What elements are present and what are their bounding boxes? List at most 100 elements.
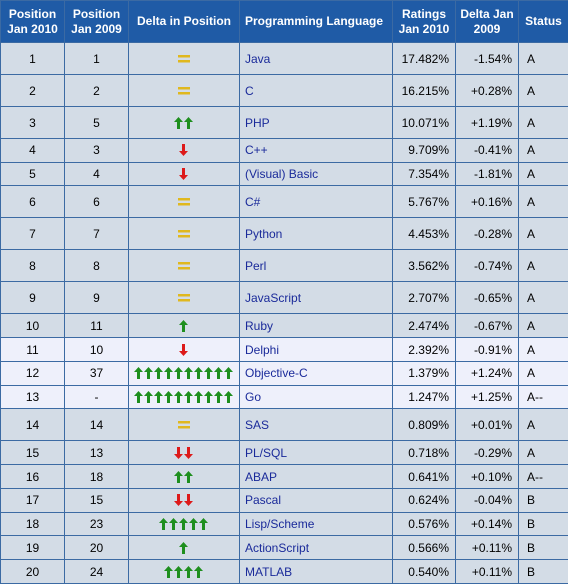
delta-position-cell	[129, 250, 239, 282]
table-row: 18 23 Lisp/Scheme 0.576% +0.14% B	[1, 512, 568, 536]
delta-cell: +0.11%	[456, 536, 518, 560]
position-2009-cell: 24	[65, 560, 128, 583]
status-cell: A	[519, 43, 568, 74]
language-cell: PL/SQL	[240, 441, 392, 465]
language-cell: Objective-C	[240, 361, 392, 385]
language-cell: JavaScript	[240, 282, 392, 314]
status-cell: A	[519, 186, 568, 218]
status-cell: A	[519, 250, 568, 282]
header-row: Position Jan 2010 Position Jan 2009 Delt…	[1, 1, 568, 42]
delta-cell: -0.91%	[456, 338, 518, 361]
position-2010-cell: 19	[1, 536, 64, 560]
header-position-2010: Position Jan 2010	[1, 1, 64, 42]
language-cell: Delphi	[240, 338, 392, 361]
status-cell: A	[519, 282, 568, 314]
rating-cell: 4.453%	[393, 218, 455, 250]
language-link[interactable]: C	[245, 83, 254, 98]
position-2009-cell: 13	[65, 441, 128, 465]
rating-cell: 2.392%	[393, 338, 455, 361]
delta-position-cell	[129, 314, 239, 338]
language-link[interactable]: MATLAB	[245, 564, 293, 579]
language-link[interactable]: (Visual) Basic	[245, 167, 319, 182]
language-link[interactable]: Ruby	[245, 318, 274, 333]
header-position-2009: Position Jan 2009	[65, 1, 128, 42]
position-2010-cell: 2	[1, 75, 64, 106]
table-row: 6 6 C# 5.767% +0.16% A	[1, 186, 568, 218]
no-change-icon	[178, 420, 190, 429]
position-2009-cell: 7	[65, 218, 128, 250]
position-2009-cell: 2	[65, 75, 128, 106]
position-2010-cell: 9	[1, 282, 64, 314]
position-2010-cell: 18	[1, 512, 64, 536]
language-link[interactable]: C++	[245, 143, 268, 158]
position-2009-cell: 4	[65, 162, 128, 186]
position-2009-cell: 8	[65, 250, 128, 282]
delta-position-cell	[129, 512, 239, 536]
language-link[interactable]: ABAP	[245, 469, 278, 484]
position-2010-cell: 15	[1, 441, 64, 465]
status-cell: B	[519, 512, 568, 536]
table-row: 15 13 PL/SQL 0.718% -0.29% A	[1, 441, 568, 465]
rating-cell: 7.354%	[393, 162, 455, 186]
table-row: 9 9 JavaScript 2.707% -0.65% A	[1, 282, 568, 314]
status-cell: A--	[519, 465, 568, 488]
language-link[interactable]: Go	[245, 390, 262, 405]
delta-cell: -0.29%	[456, 441, 518, 465]
rating-cell: 0.641%	[393, 465, 455, 488]
delta-position-cell	[129, 75, 239, 106]
delta-position-cell	[129, 162, 239, 186]
language-link[interactable]: JavaScript	[245, 290, 302, 305]
no-change-icon	[178, 197, 190, 206]
language-link[interactable]: C#	[245, 194, 261, 209]
position-2009-cell: 6	[65, 186, 128, 218]
rating-cell: 2.707%	[393, 282, 455, 314]
language-link[interactable]: SAS	[245, 417, 270, 432]
delta-cell: -0.67%	[456, 314, 518, 338]
position-2009-cell: 1	[65, 43, 128, 74]
rating-cell: 1.379%	[393, 361, 455, 385]
rating-cell: 16.215%	[393, 75, 455, 106]
up-arrow-icon	[159, 517, 208, 530]
language-link[interactable]: Delphi	[245, 342, 280, 357]
language-link[interactable]: Java	[245, 51, 271, 66]
delta-cell: +0.14%	[456, 512, 518, 536]
delta-position-cell	[129, 536, 239, 560]
header-ratings: Ratings Jan 2010	[393, 1, 455, 42]
table-row: 5 4 (Visual) Basic 7.354% -1.81% A	[1, 162, 568, 186]
table-row: 14 14 SAS 0.809% +0.01% A	[1, 409, 568, 441]
rating-cell: 0.540%	[393, 560, 455, 583]
position-2009-cell: 23	[65, 512, 128, 536]
language-link[interactable]: Perl	[245, 258, 267, 273]
position-2010-cell: 10	[1, 314, 64, 338]
language-cell: ActionScript	[240, 536, 392, 560]
language-cell: Go	[240, 385, 392, 409]
table-row: 1 1 Java 17.482% -1.54% A	[1, 43, 568, 74]
delta-position-cell	[129, 488, 239, 512]
language-cell: C	[240, 75, 392, 106]
up-arrow-icon	[134, 391, 233, 404]
language-link[interactable]: ActionScript	[245, 540, 310, 555]
delta-cell: +1.24%	[456, 361, 518, 385]
rating-cell: 0.809%	[393, 409, 455, 441]
position-2009-cell: -	[65, 385, 128, 409]
language-link[interactable]: PHP	[245, 115, 270, 130]
no-change-icon	[178, 261, 190, 270]
down-arrow-icon	[174, 446, 193, 459]
table-row: 13- Go 1.247% +1.25% A--	[1, 385, 568, 409]
language-link[interactable]: Objective-C	[245, 366, 308, 381]
delta-cell: +0.11%	[456, 560, 518, 583]
position-2010-cell: 20	[1, 560, 64, 583]
status-cell: B	[519, 488, 568, 512]
language-link[interactable]: Lisp/Scheme	[245, 516, 315, 531]
delta-position-cell	[129, 465, 239, 488]
language-link[interactable]: Pascal	[245, 493, 282, 508]
down-arrow-icon	[179, 168, 188, 181]
status-cell: A	[519, 338, 568, 361]
language-link[interactable]: Python	[245, 226, 283, 241]
language-link[interactable]: PL/SQL	[245, 445, 288, 460]
position-2009-cell: 20	[65, 536, 128, 560]
position-2009-cell: 5	[65, 107, 128, 138]
position-2010-cell: 6	[1, 186, 64, 218]
language-cell: MATLAB	[240, 560, 392, 583]
language-cell: Pascal	[240, 488, 392, 512]
